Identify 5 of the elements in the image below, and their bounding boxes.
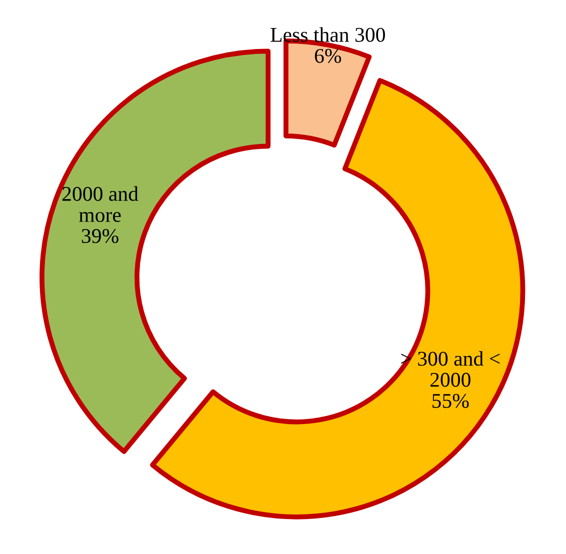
data-label: 6%: [314, 48, 342, 64]
slice-label: Less than 300: [270, 27, 385, 42]
data-label: 39%: [82, 229, 118, 244]
slice-label: 2000 and more: [62, 186, 138, 222]
data-label: 55%: [432, 394, 469, 408]
